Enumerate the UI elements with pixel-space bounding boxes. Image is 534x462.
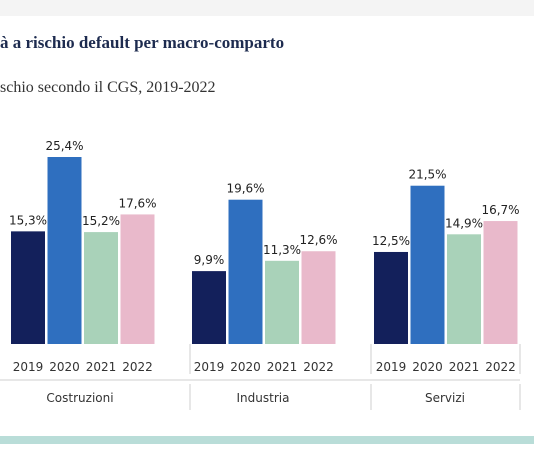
top-band — [0, 0, 534, 16]
footer-band — [0, 436, 534, 444]
bar-servizi-2019 — [374, 251, 408, 344]
bar-industria-2019 — [192, 271, 226, 344]
data-label: 16,7% — [481, 203, 519, 217]
bar-costruzioni-2022 — [120, 214, 155, 344]
x-tick-label: 2021 — [267, 360, 298, 374]
data-label: 15,3% — [9, 213, 47, 227]
data-label: 15,2% — [82, 214, 120, 228]
data-label: 12,5% — [372, 234, 410, 248]
bar-servizi-2022 — [483, 221, 518, 344]
x-tick-label: 2022 — [485, 360, 516, 374]
bar-costruzioni-2021 — [84, 232, 118, 344]
x-tick-label: 2021 — [86, 360, 117, 374]
x-tick-label: 2020 — [49, 360, 80, 374]
bar-costruzioni-2019 — [11, 231, 45, 344]
chart-title: à a rischio default per macro-comparto — [0, 33, 285, 52]
data-label: 25,4% — [45, 139, 83, 153]
bar-costruzioni-2020 — [47, 157, 82, 344]
bar-industria-2020 — [228, 199, 263, 344]
data-label: 14,9% — [445, 216, 483, 230]
data-label: 21,5% — [408, 168, 446, 182]
x-tick-label: 2019 — [194, 360, 225, 374]
data-label: 12,6% — [299, 233, 337, 247]
bar-industria-2021 — [265, 260, 299, 344]
bar-servizi-2021 — [447, 234, 481, 344]
data-label: 9,9% — [194, 253, 225, 267]
x-tick-label: 2019 — [376, 360, 407, 374]
chart-subtitle: schio secondo il CGS, 2019-2022 — [0, 79, 216, 96]
category-label-costruzioni: Costruzioni — [46, 391, 113, 405]
x-tick-label: 2019 — [13, 360, 44, 374]
category-label-servizi: Servizi — [425, 391, 465, 405]
x-tick-label: 2022 — [303, 360, 334, 374]
x-tick-label: 2020 — [412, 360, 443, 374]
x-tick-label: 2022 — [122, 360, 153, 374]
x-tick-label: 2020 — [230, 360, 261, 374]
x-tick-label: 2021 — [449, 360, 480, 374]
data-label: 17,6% — [118, 196, 156, 210]
bar-servizi-2020 — [410, 185, 445, 344]
data-label: 11,3% — [263, 243, 301, 257]
data-label: 19,6% — [226, 182, 264, 196]
bar-industria-2022 — [301, 251, 336, 344]
category-label-industria: Industria — [237, 391, 290, 405]
